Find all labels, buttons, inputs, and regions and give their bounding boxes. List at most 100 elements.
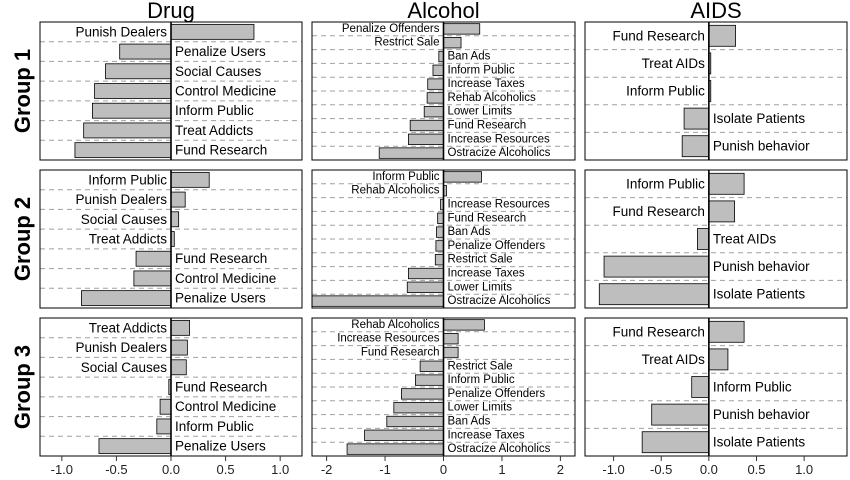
category-label-restrict-sale: Restrict Sale <box>448 254 513 266</box>
x-tick-label: -2 <box>321 462 333 477</box>
category-label-inform-public: Inform Public <box>372 171 439 183</box>
category-label-treat-aids: Treat AIDs <box>642 56 706 71</box>
category-label-fund-research: Fund Research <box>361 347 440 359</box>
category-label-punish-behavior: Punish behavior <box>713 407 810 422</box>
bar-social-causes <box>170 359 187 376</box>
category-label-increase-taxes: Increase Taxes <box>448 78 525 90</box>
category-label-lower-limits: Lower Limits <box>448 106 513 118</box>
category-label-punish-dealers: Punish Dealers <box>75 24 167 39</box>
bar-increase-taxes <box>364 429 444 441</box>
category-label-control-medicine: Control Medicine <box>175 271 276 286</box>
category-label-ban-ads: Ban Ads <box>448 51 491 63</box>
bar-fund-research <box>437 212 444 224</box>
bar-inform-public <box>443 171 482 183</box>
category-label-inform-public: Inform Public <box>175 103 254 118</box>
category-label-punish-dealers: Punish Dealers <box>75 340 167 355</box>
category-label-restrict-sale: Restrict Sale <box>374 37 439 49</box>
category-label-increase-resources: Increase Resources <box>448 199 551 211</box>
category-label-penalize-offenders: Penalize Offenders <box>448 388 546 400</box>
category-label-increase-taxes: Increase Taxes <box>448 268 525 280</box>
bar-penalize-offenders <box>443 23 481 35</box>
bar-inform-public <box>156 418 172 435</box>
category-label-social-causes: Social Causes <box>81 212 168 227</box>
category-label-inform-public: Inform Public <box>626 176 705 191</box>
x-tick-label: 1.0 <box>795 462 813 477</box>
panel-frame <box>39 21 303 161</box>
bar-lower-limits <box>406 281 444 293</box>
category-label-fund-research: Fund Research <box>448 120 527 132</box>
category-label-fund-research: Fund Research <box>613 324 705 339</box>
category-label-treat-aids: Treat AIDs <box>713 232 777 247</box>
category-label-punish-dealers: Punish Dealers <box>75 192 167 207</box>
bar-punish-behavior <box>651 403 710 426</box>
bar-punish-behavior <box>603 255 710 278</box>
category-label-treat-addicts: Treat Addicts <box>89 232 168 247</box>
bar-isolate-patients <box>598 283 710 306</box>
column-title-aids: AIDS <box>690 0 741 23</box>
column-title-drug: Drug <box>147 0 195 23</box>
x-tick-label: 0.0 <box>700 462 718 477</box>
bar-inform-public <box>691 376 710 398</box>
category-label-inform-public: Inform Public <box>713 380 792 395</box>
category-label-fund-research: Fund Research <box>448 212 527 224</box>
bar-fund-research <box>443 346 459 359</box>
category-label-inform-public: Inform Public <box>448 64 515 76</box>
panel-group-1-aids: Fund Research Treat AIDs Inform Public Isol… <box>584 21 848 161</box>
x-tick-label: -0.5 <box>105 462 127 477</box>
category-label-control-medicine: Control Medicine <box>175 84 276 99</box>
bar-rehab-alcoholics <box>426 92 444 104</box>
bar-ostracize-alcoholics <box>346 443 444 455</box>
bar-punish-dealers <box>170 23 255 40</box>
bar-isolate-patients <box>683 107 710 130</box>
category-label-fund-research: Fund Research <box>613 28 705 43</box>
category-label-isolate-patients: Isolate Patients <box>713 111 806 126</box>
bar-inform-public <box>415 374 444 386</box>
category-label-fund-research: Fund Research <box>175 143 267 158</box>
category-label-ostracize-alcoholics: Ostracize Alcoholics <box>448 295 551 307</box>
category-label-isolate-patients: Isolate Patients <box>713 435 806 450</box>
bar-control-medicine <box>159 398 172 415</box>
bar-social-causes <box>170 211 180 228</box>
panel-frame <box>311 21 576 161</box>
panel-group-2-aids: Inform Public Fund Research Treat AIDs Puni… <box>584 169 848 309</box>
bar-treat-aids <box>697 228 710 250</box>
x-tick-label: 0 <box>440 462 447 477</box>
x-tick-label: 0.5 <box>747 462 765 477</box>
bar-ostracize-alcoholics <box>378 147 444 159</box>
panel-group-3-aids: Fund Research Treat AIDs Inform Public Puni… <box>584 317 848 457</box>
bar-penalize-users <box>119 43 172 60</box>
bar-treat-addicts <box>170 319 190 336</box>
category-label-penalize-users: Penalize Users <box>175 291 266 306</box>
category-label-treat-aids: Treat AIDs <box>642 352 706 367</box>
bar-rehab-alcoholics <box>443 319 485 331</box>
category-label-ostracize-alcoholics: Ostracize Alcoholics <box>448 147 551 159</box>
panel-group-3-alcohol: Rehab Alcoholics Increase Resources Fund R… <box>311 317 576 457</box>
row-title-group-2: Group 2 <box>10 197 35 281</box>
category-label-punish-behavior: Punish behavior <box>713 259 810 274</box>
category-label-rehab-alcoholics: Rehab Alcoholics <box>351 319 439 331</box>
bar-increase-taxes <box>408 267 444 280</box>
bar-ostracize-alcoholics <box>311 295 444 307</box>
bar-inform-public <box>432 64 444 76</box>
bar-restrict-sale <box>443 37 462 49</box>
category-label-penalize-users: Penalize Users <box>175 439 266 454</box>
bar-punish-dealers <box>170 191 186 208</box>
bar-ban-ads <box>436 226 444 238</box>
category-label-isolate-patients: Isolate Patients <box>713 287 806 302</box>
bar-penalize-offenders <box>435 240 444 252</box>
category-label-rehab-alcoholics: Rehab Alcoholics <box>351 185 439 197</box>
bar-control-medicine <box>133 270 172 287</box>
category-label-inform-public: Inform Public <box>175 419 254 434</box>
x-tick-label: 0.0 <box>162 462 180 477</box>
bar-increase-resources <box>408 133 444 145</box>
panel-group-1-drug: Punish Dealers Penalize Users Social Cause… <box>39 21 303 161</box>
bar-lower-limits <box>423 106 444 118</box>
panel-frame <box>584 169 848 309</box>
category-label-lower-limits: Lower Limits <box>448 402 513 414</box>
category-label-fund-research: Fund Research <box>175 380 267 395</box>
category-label-treat-addicts: Treat Addicts <box>175 123 254 138</box>
category-label-penalize-offenders: Penalize Offenders <box>448 240 546 252</box>
bar-fund-research <box>409 119 444 132</box>
bar-restrict-sale <box>419 360 444 372</box>
